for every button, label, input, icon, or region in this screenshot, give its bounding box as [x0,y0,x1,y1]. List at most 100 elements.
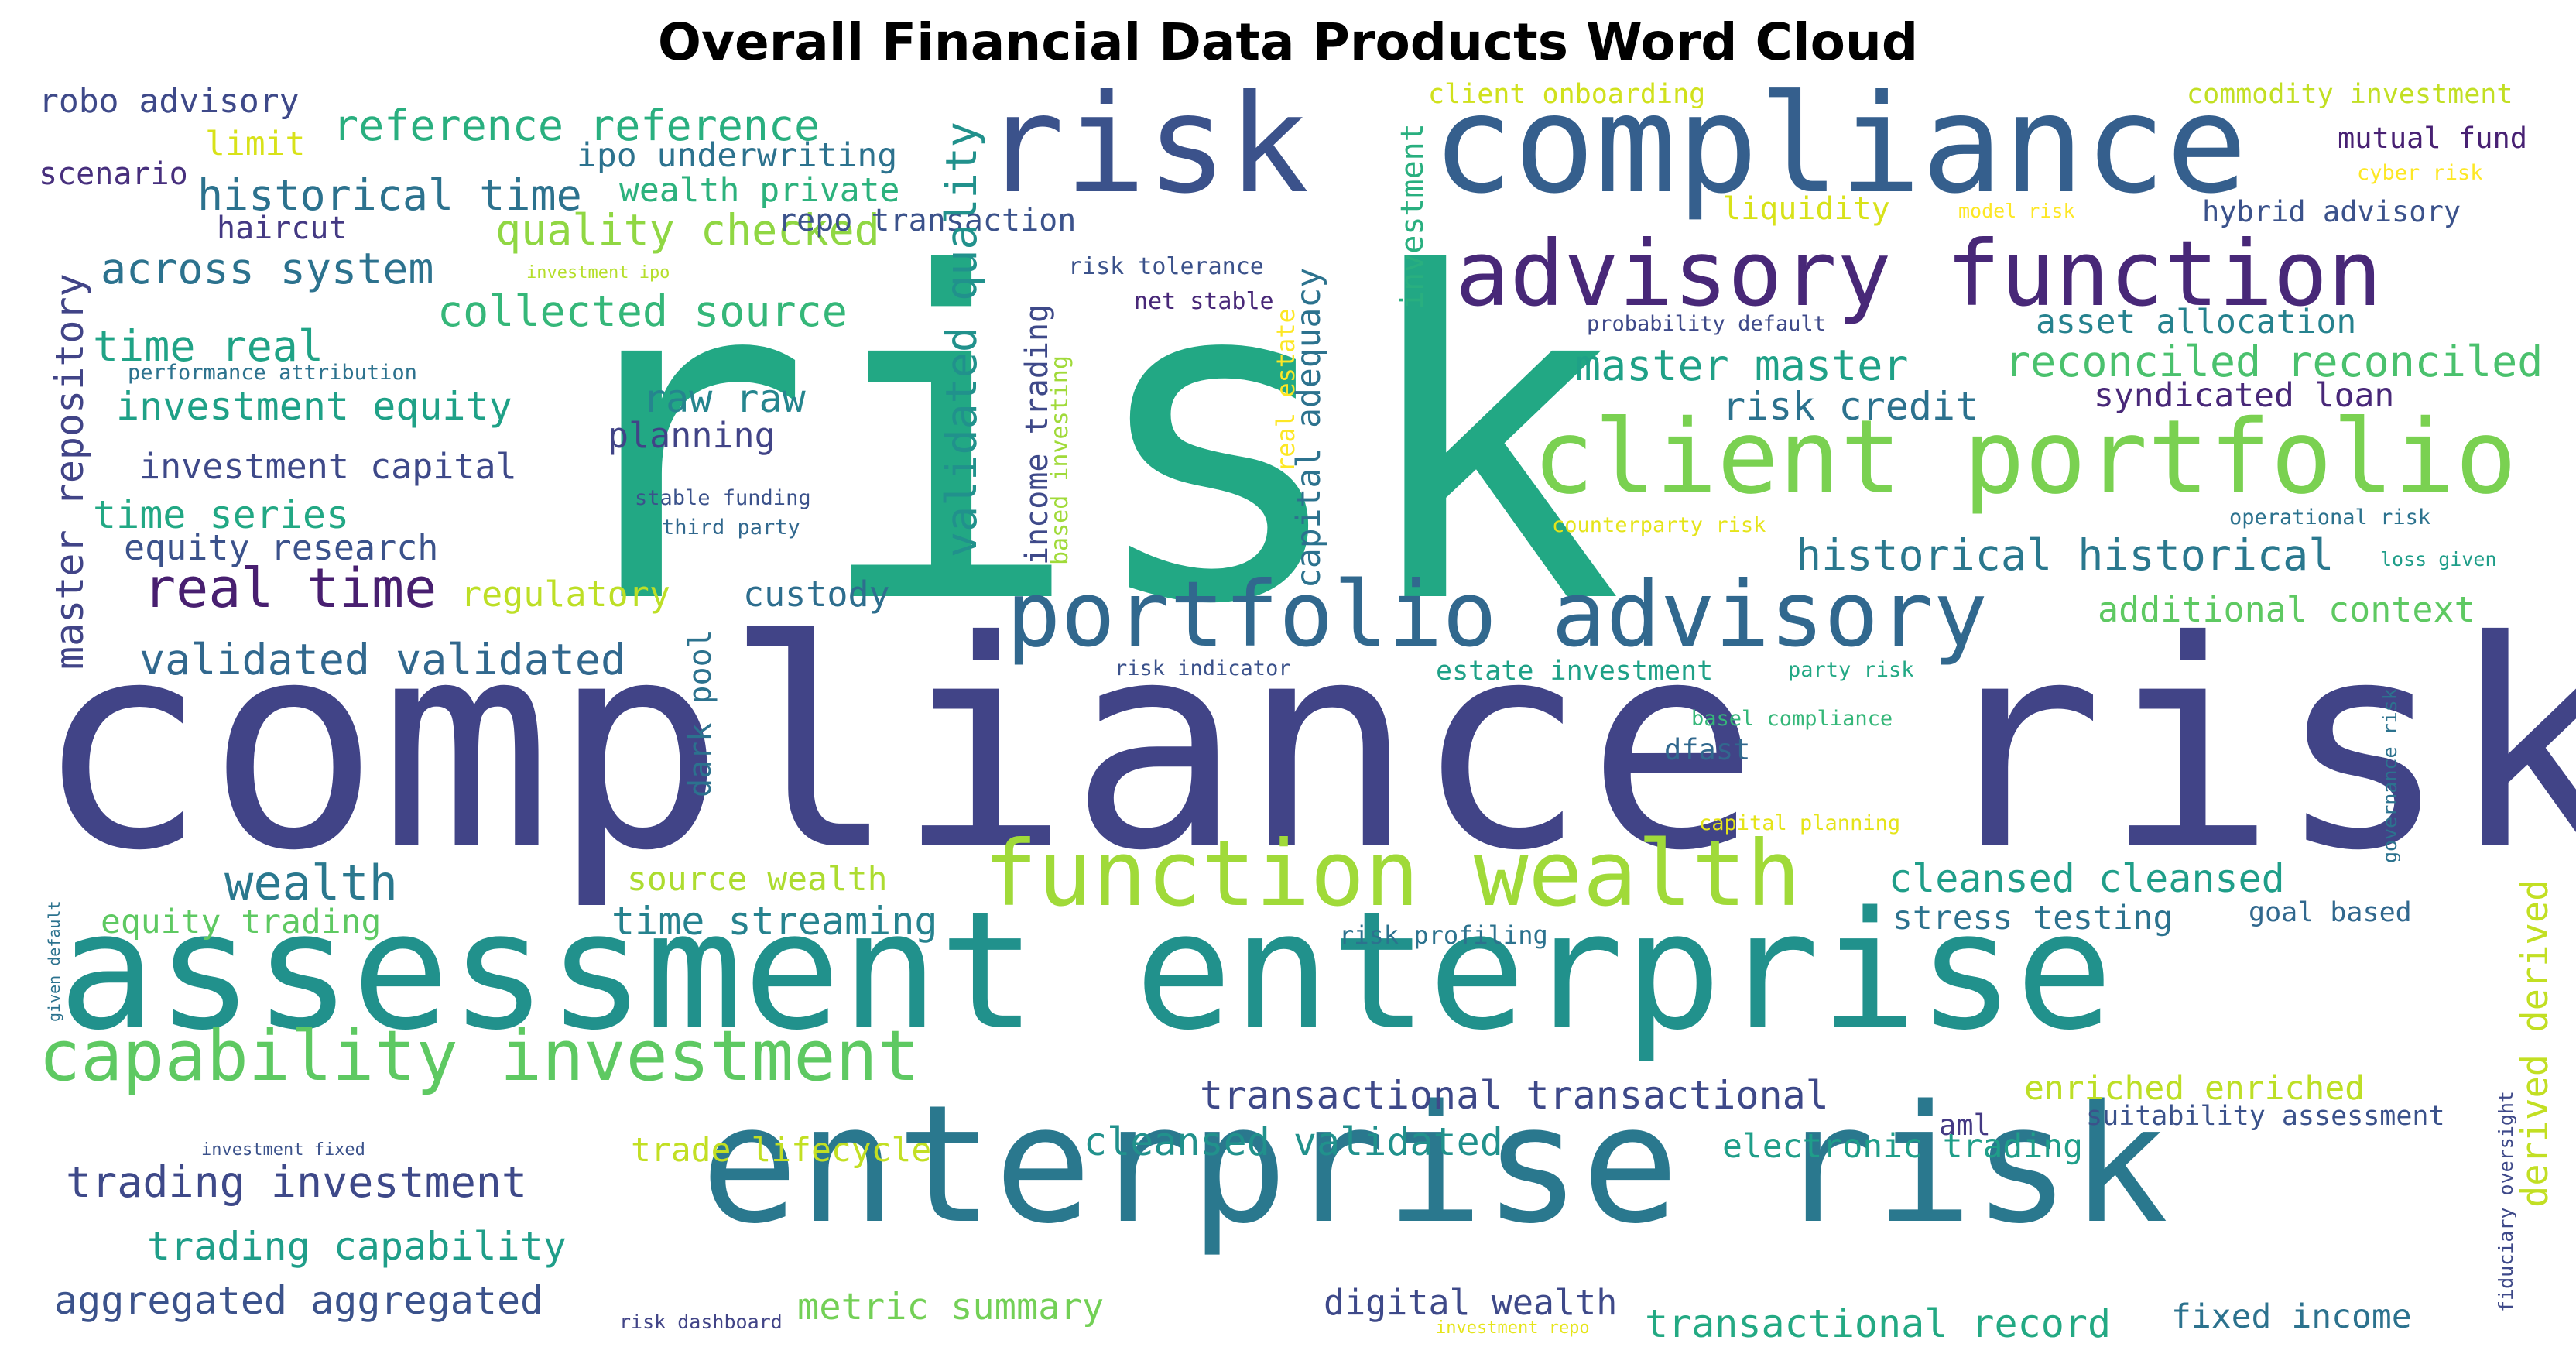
word-cloud-term: based investing [1046,355,1074,565]
word-cloud-term: risk [983,67,1310,224]
word-cloud-term: portfolio advisory [1006,561,1988,667]
word-cloud-term: cleansed cleansed [1889,856,2285,901]
word-cloud-term: validated quality [937,122,986,557]
word-cloud-term: investment ipo [526,263,670,283]
word-cloud-term: investment repo [1436,1318,1590,1338]
word-cloud-term: cleansed validated [1084,1119,1503,1164]
word-cloud-term: investment [1395,123,1430,310]
word-cloud-term: equity trading [101,903,382,941]
word-cloud-term: compliance [1432,67,2248,224]
word-cloud-term: goal based [2249,897,2412,928]
word-cloud-term: derived derived [2514,879,2557,1208]
word-cloud-term: master repository [47,273,92,670]
word-cloud-term: aml [1939,1109,1991,1142]
word-cloud-term: regulatory [461,574,670,615]
word-cloud-term: stable funding [635,486,811,510]
word-cloud-term: assessment enterprise [58,876,2114,1066]
word-cloud-term: haircut [217,211,348,246]
word-cloud-term: loss given [2380,548,2497,571]
word-cloud-term: planning [608,415,776,456]
word-cloud-term: trade lifecycle [631,1131,932,1170]
word-cloud-term: across system [101,244,434,293]
word-cloud-term: fiduciary oversight [2495,1091,2517,1312]
word-cloud-term: aggregated aggregated [54,1278,544,1323]
word-cloud-term: repo transaction [778,203,1077,238]
word-cloud-term: master master [1575,341,1909,390]
word-cloud-term: transactional record [1645,1301,2112,1346]
word-cloud-term: risk tolerance [1068,253,1264,280]
word-cloud-term: model risk [1958,200,2075,222]
word-cloud-term: performance attribution [128,361,417,385]
word-cloud-term: risk [542,180,1623,702]
word-cloud-term: dfast [1664,733,1751,766]
word-cloud-term: raw raw [642,376,806,421]
word-cloud-term: trading investment [66,1157,528,1207]
word-cloud-term: metric summary [797,1286,1105,1328]
word-cloud-term: risk indicator [1115,656,1291,680]
word-cloud-term: syndicated loan [2094,376,2395,415]
word-cloud-term: historical time [197,170,582,220]
word-cloud-term: electronic trading [1722,1127,2083,1166]
word-cloud-term: time streaming [611,899,938,944]
word-cloud-term: collected source [437,286,848,336]
word-cloud-term: risk profiling [1339,920,1548,950]
word-cloud-term: given default [45,900,63,1022]
word-cloud-term: wealth private [619,171,900,210]
word-cloud-term: client portfolio [1533,398,2517,517]
word-cloud-term: probability default [1587,312,1826,336]
word-cloud-term: capability investment [39,1016,920,1097]
word-cloud-term: mutual fund [2338,122,2528,155]
word-cloud-term: commodity investment [2187,79,2513,110]
word-cloud-term: validated validated [139,635,627,684]
word-cloud-term: enriched enriched [2024,1069,2365,1108]
word-cloud-term: ipo underwriting [577,136,898,175]
word-cloud-term: liquidity [1722,191,1890,227]
word-cloud-term: third party [662,516,800,540]
word-cloud-term: asset allocation [2036,303,2357,341]
word-cloud-term: function wealth [983,821,1801,927]
word-cloud-term: party risk [1788,658,1914,682]
word-cloud-term: capital adequacy [1290,267,1328,588]
word-cloud-term: investment fixed [201,1140,365,1160]
word-cloud-term: net stable [1134,288,1274,315]
word-cloud-term: cyber risk [2357,161,2483,185]
word-cloud-term: advisory function [1455,221,2382,327]
word-cloud-term: operational risk [2229,506,2431,530]
word-cloud-term: historical historical [1796,530,2334,580]
word-cloud-term: client onboarding [1428,79,1706,110]
word-cloud-term: transactional transactional [1200,1073,1829,1118]
word-cloud-term: investment capital [139,446,517,487]
word-cloud-term: enterprise risk [701,1070,2169,1260]
word-cloud-term: risk credit [1722,384,1979,429]
word-cloud-term: hybrid advisory [2202,195,2461,228]
word-cloud-term: time series [93,492,350,537]
word-cloud-term: wealth [224,855,398,911]
word-cloud-term: real time [143,557,437,620]
word-cloud-term: limit [205,125,306,163]
word-cloud-term: fixed income [2171,1297,2412,1336]
word-cloud-term: stress testing [1893,899,2174,937]
word-cloud-term: scenario [39,156,188,192]
word-cloud-term: investment equity [116,384,512,429]
word-cloud-term: source wealth [627,860,888,899]
word-cloud-term: capital planning [1699,811,1901,835]
word-cloud-term: compliance risk [35,581,2576,913]
word-cloud-term: additional context [2098,589,2475,630]
word-cloud-term: quality checked [495,205,880,255]
word-cloud-term: equity research [124,527,439,568]
word-cloud-term: dark pool [683,629,718,797]
word-cloud-term: counterparty risk [1552,513,1766,537]
word-cloud-term: robo advisory [39,82,300,121]
word-cloud-term: estate investment [1436,656,1714,687]
word-cloud-term: risk dashboard [619,1311,783,1333]
word-cloud-term: reconciled reconciled [2005,337,2543,386]
word-cloud-term: reference reference [333,101,820,150]
word-cloud-term: time real [93,321,324,371]
chart-title: Overall Financial Data Products Word Clo… [657,12,1919,72]
word-cloud-term: basel compliance [1691,707,1893,731]
word-cloud-term: digital wealth [1324,1282,1618,1323]
word-cloud-term: governance risk [2379,688,2401,863]
word-cloud-term: suitability assessment [2086,1101,2445,1132]
